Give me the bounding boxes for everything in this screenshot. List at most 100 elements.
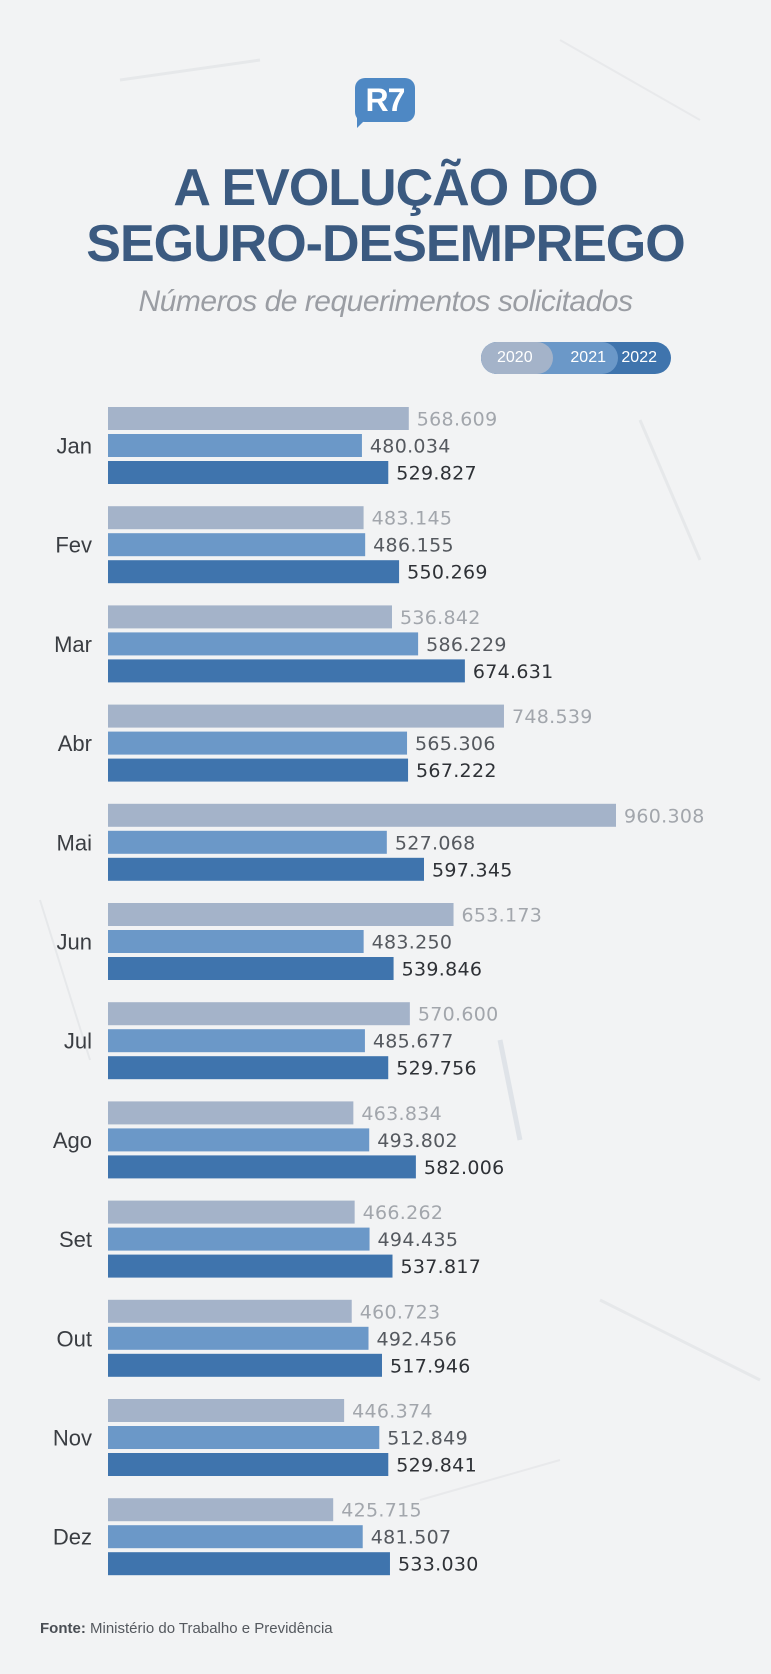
value-label-jun-2022: 539.846 bbox=[402, 959, 483, 981]
category-label-mai: Mai bbox=[57, 830, 92, 855]
bar-jul-2020 bbox=[108, 1002, 410, 1026]
category-label-dez: Dez bbox=[53, 1525, 92, 1550]
month-group-jul: Jul 570.600 485.677 529.756 bbox=[64, 1002, 499, 1080]
value-label-out-2020: 460.723 bbox=[360, 1301, 441, 1323]
value-label-out-2022: 517.946 bbox=[390, 1355, 471, 1377]
month-group-ago: Ago 463.834 493.802 582.006 bbox=[53, 1101, 505, 1179]
value-label-mar-2022: 674.631 bbox=[473, 661, 554, 683]
bar-abr-2020 bbox=[108, 704, 504, 728]
r7-logo: R7 bbox=[355, 78, 415, 128]
bar-jun-2020 bbox=[108, 903, 454, 926]
bar-dez-2020 bbox=[108, 1498, 334, 1522]
page-title: A EVOLUÇÃO DO SEGURO-DESEMPREGO bbox=[0, 160, 771, 272]
bar-jul-2022 bbox=[108, 1056, 389, 1080]
value-label-mai-2021: 527.068 bbox=[395, 832, 476, 854]
value-label-nov-2022: 529.841 bbox=[396, 1455, 477, 1477]
source-note: Fonte: Ministério do Trabalho e Previdên… bbox=[40, 1620, 333, 1637]
logo-text: R7 bbox=[355, 78, 415, 122]
value-label-jun-2020: 653.173 bbox=[462, 905, 543, 927]
bar-fev-2021 bbox=[108, 533, 366, 557]
bar-mar-2021 bbox=[108, 632, 419, 656]
category-label-set: Set bbox=[59, 1227, 92, 1252]
value-label-dez-2021: 481.507 bbox=[371, 1527, 452, 1549]
value-label-jun-2021: 483.250 bbox=[372, 932, 453, 954]
bar-ago-2022 bbox=[108, 1155, 416, 1179]
category-label-mar: Mar bbox=[54, 632, 92, 657]
bar-fev-2020 bbox=[108, 506, 364, 530]
bar-dez-2021 bbox=[108, 1525, 363, 1549]
value-label-fev-2021: 486.155 bbox=[373, 535, 454, 557]
category-label-jul: Jul bbox=[64, 1029, 92, 1054]
bar-nov-2020 bbox=[108, 1399, 345, 1422]
bar-jun-2022 bbox=[108, 957, 394, 980]
category-label-ago: Ago bbox=[53, 1128, 92, 1153]
category-label-nov: Nov bbox=[53, 1426, 92, 1451]
value-label-mai-2020: 960.308 bbox=[624, 805, 705, 827]
bar-jan-2022 bbox=[108, 461, 389, 484]
bar-ago-2020 bbox=[108, 1101, 354, 1125]
bar-mar-2020 bbox=[108, 605, 392, 629]
bar-jan-2021 bbox=[108, 434, 362, 457]
month-group-jun: Jun 653.173 483.250 539.846 bbox=[57, 903, 543, 981]
bar-abr-2022 bbox=[108, 758, 409, 782]
bar-ago-2021 bbox=[108, 1128, 370, 1152]
chart-legend: 2022 2021 2020 bbox=[481, 342, 671, 374]
value-label-mar-2021: 586.229 bbox=[426, 634, 507, 656]
bar-jun-2021 bbox=[108, 930, 364, 953]
bar-out-2022 bbox=[108, 1353, 382, 1377]
category-label-jun: Jun bbox=[57, 930, 92, 955]
bar-mai-2022 bbox=[108, 857, 424, 881]
value-label-ago-2021: 493.802 bbox=[377, 1130, 458, 1152]
category-label-fev: Fev bbox=[55, 533, 92, 558]
value-label-nov-2021: 512.849 bbox=[387, 1428, 468, 1450]
value-label-mai-2022: 597.345 bbox=[432, 859, 513, 881]
bar-abr-2021 bbox=[108, 731, 408, 755]
value-label-jan-2022: 529.827 bbox=[396, 463, 477, 485]
category-label-abr: Abr bbox=[58, 731, 92, 756]
bar-nov-2021 bbox=[108, 1426, 380, 1449]
page-subtitle: Números de requerimentos solicitados bbox=[138, 285, 633, 318]
bar-jul-2021 bbox=[108, 1029, 365, 1053]
value-label-ago-2022: 582.006 bbox=[424, 1157, 505, 1179]
month-group-out: Out 460.723 492.456 517.946 bbox=[57, 1299, 471, 1377]
category-label-out: Out bbox=[57, 1326, 92, 1351]
title-line-1: A EVOLUÇÃO DO bbox=[173, 159, 598, 217]
bar-set-2022 bbox=[108, 1254, 393, 1278]
legend-item-2020: 2020 bbox=[481, 342, 553, 374]
value-label-jul-2020: 570.600 bbox=[418, 1004, 499, 1026]
bar-mai-2020 bbox=[108, 803, 616, 827]
month-group-dez: Dez 425.715 481.507 533.030 bbox=[53, 1498, 479, 1576]
value-label-jan-2021: 480.034 bbox=[370, 436, 451, 458]
value-label-set-2022: 537.817 bbox=[401, 1256, 482, 1278]
month-group-mai: Mai 960.308 527.068 597.345 bbox=[57, 803, 705, 881]
bar-set-2020 bbox=[108, 1200, 355, 1224]
value-label-dez-2020: 425.715 bbox=[341, 1500, 422, 1522]
value-label-fev-2020: 483.145 bbox=[372, 508, 453, 530]
value-label-abr-2020: 748.539 bbox=[512, 706, 593, 728]
month-group-set: Set 466.262 494.435 537.817 bbox=[59, 1200, 482, 1278]
value-label-set-2021: 494.435 bbox=[378, 1229, 459, 1251]
bar-mar-2022 bbox=[108, 659, 465, 683]
legend-label-2022: 2022 bbox=[621, 349, 657, 366]
value-label-jul-2021: 485.677 bbox=[373, 1031, 454, 1053]
bar-set-2021 bbox=[108, 1227, 370, 1251]
value-label-nov-2020: 446.374 bbox=[352, 1401, 433, 1423]
month-group-jan: Jan 568.609 480.034 529.827 bbox=[57, 407, 498, 485]
value-label-ago-2020: 463.834 bbox=[361, 1103, 442, 1125]
bar-dez-2022 bbox=[108, 1552, 390, 1576]
bar-out-2021 bbox=[108, 1326, 369, 1350]
value-label-mar-2020: 536.842 bbox=[400, 607, 481, 629]
category-label-jan: Jan bbox=[57, 434, 92, 459]
value-label-jan-2020: 568.609 bbox=[417, 409, 498, 431]
bar-jan-2020 bbox=[108, 407, 409, 430]
month-group-mar: Mar 536.842 586.229 674.631 bbox=[54, 605, 553, 683]
value-label-abr-2022: 567.222 bbox=[416, 760, 497, 782]
bar-nov-2022 bbox=[108, 1453, 389, 1476]
value-label-out-2021: 492.456 bbox=[377, 1328, 458, 1350]
value-label-dez-2022: 533.030 bbox=[398, 1554, 479, 1576]
month-group-nov: Nov 446.374 512.849 529.841 bbox=[53, 1399, 477, 1477]
value-label-set-2020: 466.262 bbox=[363, 1202, 444, 1224]
legend-label-2020: 2020 bbox=[497, 349, 533, 366]
source-text: Ministério do Trabalho e Previdência bbox=[90, 1620, 333, 1637]
